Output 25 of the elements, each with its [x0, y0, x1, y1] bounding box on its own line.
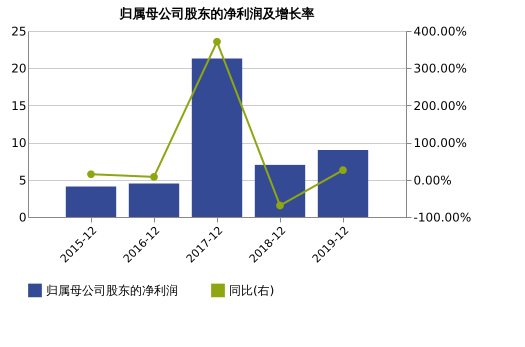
- bar: [254, 164, 306, 217]
- bar: [66, 186, 116, 217]
- y2-tick-label: 200.00%: [414, 98, 467, 113]
- y2-tick-label: 0.00%: [414, 173, 452, 188]
- bar: [318, 150, 368, 217]
- y-tick-label: 10: [11, 136, 26, 150]
- y-tick-label: 5: [18, 173, 26, 188]
- y-tick-label: 25: [11, 24, 26, 38]
- y-tick-label: 0: [18, 210, 26, 224]
- legend-label: 归属母公司股东的净利润: [46, 283, 178, 298]
- bar: [192, 58, 242, 217]
- point: [87, 170, 95, 178]
- point: [150, 172, 158, 181]
- y-tick-label: 20: [11, 62, 26, 76]
- legend-label: 同比(右): [229, 283, 274, 298]
- y2-tick-label: 300.00%: [414, 62, 467, 76]
- y2-tick-label: 100.00%: [414, 136, 467, 150]
- y-tick-label: 15: [11, 98, 26, 113]
- point: [339, 166, 347, 174]
- y2-tick-label: 400.00%: [414, 24, 467, 38]
- point: [213, 38, 221, 46]
- bar: [128, 184, 180, 217]
- chart-title: 归属母公司股东的净利润及增长率: [118, 6, 314, 22]
- point: [276, 202, 284, 210]
- y2-tick-label: -100.00%: [414, 210, 472, 224]
